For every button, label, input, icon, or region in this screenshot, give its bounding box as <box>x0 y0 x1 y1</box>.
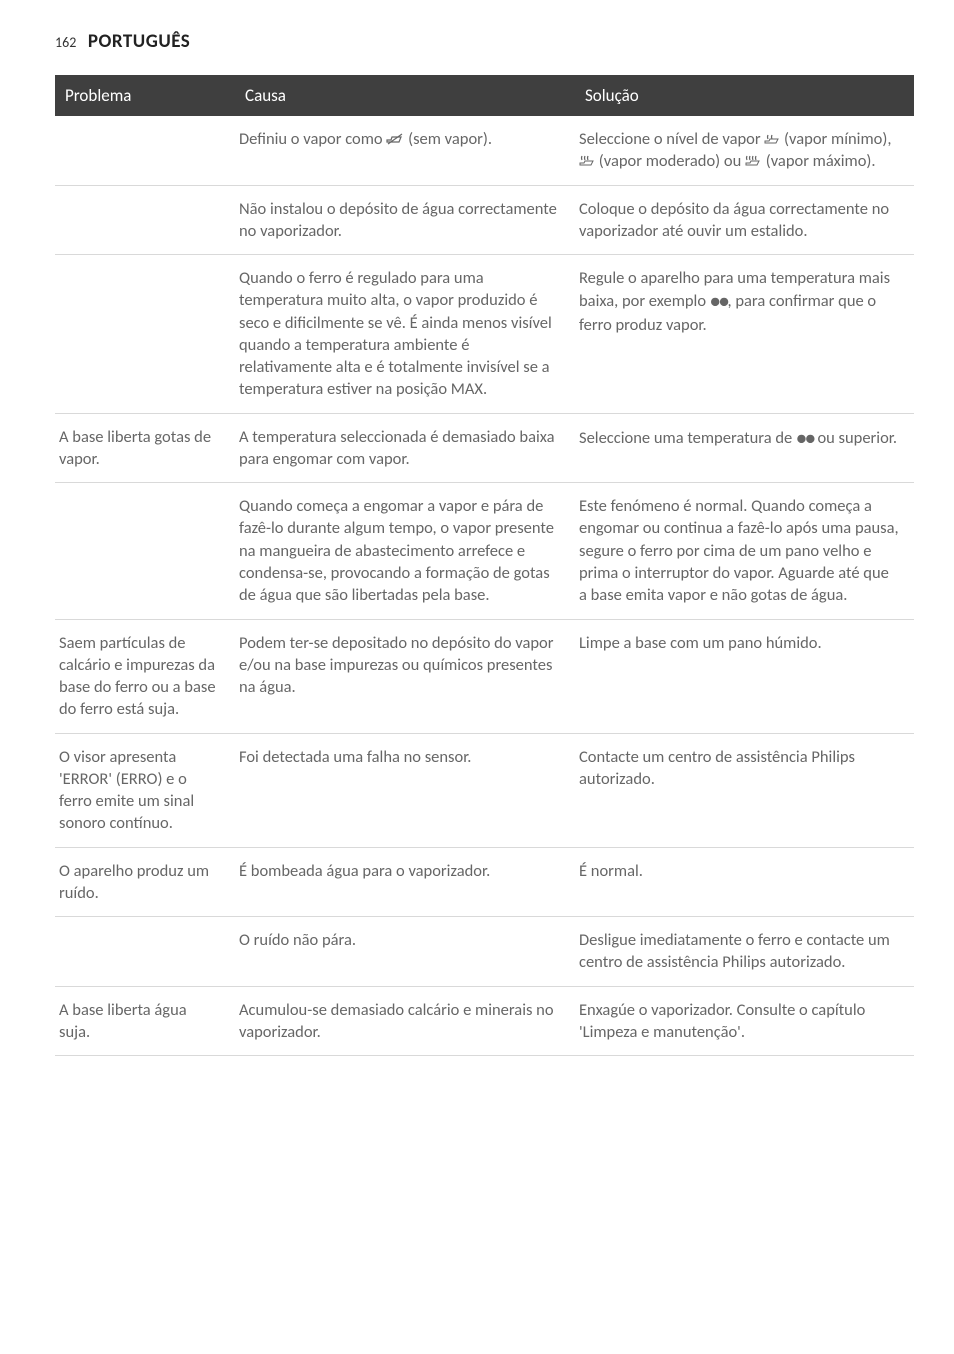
cell-problema <box>55 483 235 619</box>
cell-solucao: Limpe a base com um pano húmido. <box>575 619 914 733</box>
text-fragment: Definiu o vapor como <box>239 129 386 149</box>
cell-causa: O ruído não pára. <box>235 917 575 987</box>
col-causa: Causa <box>235 75 575 116</box>
table-row: Definiu o vapor como (sem vapor).Selecci… <box>55 116 914 185</box>
steam-small-icon <box>764 133 780 145</box>
text-fragment: Seleccione o nível de vapor <box>579 129 764 149</box>
cell-causa: Definiu o vapor como (sem vapor). <box>235 116 575 185</box>
cell-problema <box>55 116 235 185</box>
table-row: Não instalou o depósito de água correcta… <box>55 185 914 255</box>
cell-problema <box>55 185 235 255</box>
cell-causa: Foi detectada uma falha no sensor. <box>235 733 575 847</box>
cell-causa: A temperatura seleccionada é demasiado b… <box>235 413 575 483</box>
cell-problema <box>55 917 235 987</box>
table-header-row: Problema Causa Solução <box>55 75 914 116</box>
text-fragment: Seleccione uma temperatura de <box>579 428 796 448</box>
cell-causa: Quando o ferro é regulado para uma tempe… <box>235 255 575 414</box>
text-fragment: (sem vapor). <box>404 129 492 149</box>
page-header: 162 PORTUGUÊS <box>55 30 914 53</box>
troubleshooting-table: Problema Causa Solução Definiu o vapor c… <box>55 75 914 1056</box>
cell-solucao: Enxagúe o vaporizador. Consulte o capítu… <box>575 986 914 1056</box>
cell-solucao: Coloque o depósito da água correctamente… <box>575 185 914 255</box>
table-row: Saem partículas de calcário e impurezas … <box>55 619 914 733</box>
cell-problema: A base liberta água suja. <box>55 986 235 1056</box>
text-fragment: (vapor moderado) ou <box>595 151 745 171</box>
cell-solucao: Este fenómeno é normal. Quando começa a … <box>575 483 914 619</box>
cell-problema: O aparelho produz um ruído. <box>55 847 235 917</box>
cell-solucao: Contacte um centro de assistência Philip… <box>575 733 914 847</box>
cell-causa: Acumulou-se demasiado calcário e minerai… <box>235 986 575 1056</box>
cell-causa: Não instalou o depósito de água correcta… <box>235 185 575 255</box>
cell-problema: O visor apresenta 'ERROR' (ERRO) e o fer… <box>55 733 235 847</box>
table-row: O ruído não pára.Desligue imediatamente … <box>55 917 914 987</box>
table-row: O visor apresenta 'ERROR' (ERRO) e o fer… <box>55 733 914 847</box>
text-fragment: (vapor mínimo), <box>780 129 891 149</box>
steam-large-icon <box>745 155 762 167</box>
cell-solucao: Seleccione uma temperatura de ●● ou supe… <box>575 413 914 483</box>
table-row: O aparelho produz um ruído.É bombeada ág… <box>55 847 914 917</box>
page-title: PORTUGUÊS <box>88 30 190 53</box>
page-container: 162 PORTUGUÊS Problema Causa Solução Def… <box>0 0 954 1096</box>
cell-solucao: Regule o aparelho para uma temperatura m… <box>575 255 914 414</box>
temperature-dots-icon: ●● <box>710 290 728 312</box>
cell-problema: Saem partículas de calcário e impurezas … <box>55 619 235 733</box>
table-row: Quando o ferro é regulado para uma tempe… <box>55 255 914 414</box>
col-problema: Problema <box>55 75 235 116</box>
table-row: Quando começa a engomar a vapor e pára d… <box>55 483 914 619</box>
cell-causa: É bombeada água para o vaporizador. <box>235 847 575 917</box>
text-fragment: (vapor máximo). <box>762 151 876 171</box>
cell-problema <box>55 255 235 414</box>
page-number: 162 <box>55 34 76 51</box>
cell-problema: A base liberta gotas de vapor. <box>55 413 235 483</box>
cell-solucao: Desligue imediatamente o ferro e contact… <box>575 917 914 987</box>
cell-causa: Podem ter-se depositado no depósito do v… <box>235 619 575 733</box>
text-fragment: ou superior. <box>814 428 897 448</box>
table-row: A base liberta gotas de vapor.A temperat… <box>55 413 914 483</box>
cell-causa: Quando começa a engomar a vapor e pára d… <box>235 483 575 619</box>
no-steam-icon <box>386 133 404 145</box>
cell-solucao: É normal. <box>575 847 914 917</box>
col-solucao: Solução <box>575 75 914 116</box>
temperature-dots-icon: ●● <box>796 427 814 449</box>
steam-med-icon <box>579 155 595 167</box>
cell-solucao: Seleccione o nível de vapor (vapor mínim… <box>575 116 914 185</box>
table-row: A base liberta água suja.Acumulou-se dem… <box>55 986 914 1056</box>
